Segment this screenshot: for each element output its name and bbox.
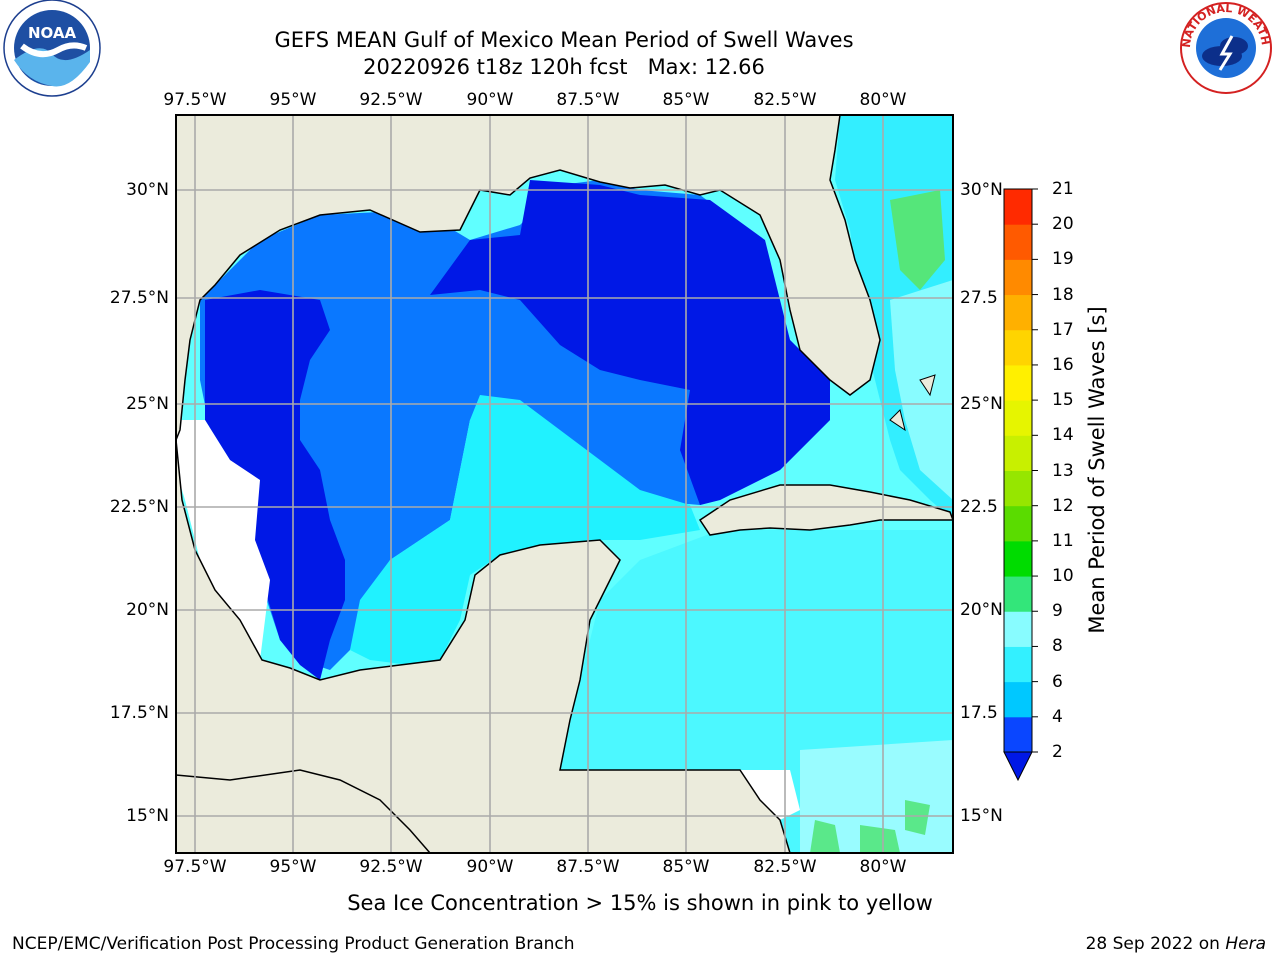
colorbar-swatch bbox=[1004, 681, 1032, 718]
map-frame bbox=[175, 114, 954, 854]
lat-label-right: 17.5 bbox=[960, 703, 998, 723]
colorbar-tick-label: 17 bbox=[1052, 319, 1074, 340]
map-subtitle: 20220926 t18z 120h fcst Max: 12.66 bbox=[0, 55, 1128, 79]
lat-label-left: 15°N bbox=[126, 806, 169, 826]
colorbar-swatch bbox=[1004, 470, 1032, 507]
colorbar-swatch bbox=[1004, 611, 1032, 647]
bay-of-campeche-swell bbox=[350, 395, 700, 665]
lat-label-right: 15°N bbox=[960, 806, 1003, 826]
lon-label-top: 80°W bbox=[859, 90, 907, 110]
colorbar-tick-label: 6 bbox=[1052, 671, 1063, 692]
caribbean-green-patches bbox=[810, 800, 930, 853]
colorbar-tick-label: 2 bbox=[1052, 742, 1063, 762]
colorbar-swatch bbox=[1004, 224, 1032, 260]
colorbar-tick-label: 11 bbox=[1052, 530, 1074, 551]
colorbar-tick-label: 10 bbox=[1052, 566, 1074, 587]
lat-label-right: 20°N bbox=[960, 600, 1003, 620]
atlantic-pale bbox=[890, 280, 953, 500]
land-cuba bbox=[698, 484, 953, 536]
colorbar-swatch bbox=[1004, 364, 1032, 401]
no-data-coastal-strip bbox=[176, 420, 270, 660]
lat-label-right: 30°N bbox=[960, 180, 1003, 200]
map-title: GEFS MEAN Gulf of Mexico Mean Period of … bbox=[274, 28, 854, 52]
lon-label-top: 90°W bbox=[466, 90, 514, 110]
lon-label-bottom: 87.5°W bbox=[556, 857, 620, 877]
lon-label-top: 82.5°W bbox=[753, 90, 817, 110]
lon-label-bottom: 95°W bbox=[269, 857, 317, 877]
colorbar-tick-label: 15 bbox=[1052, 390, 1074, 411]
lon-label-bottom: 97.5°W bbox=[163, 857, 227, 877]
lat-label-left: 25°N bbox=[126, 394, 169, 414]
credit-text: NCEP/EMC/Verification Post Processing Pr… bbox=[12, 934, 575, 954]
machine-name: Hera bbox=[1225, 934, 1266, 954]
colorbar-tick-label: 14 bbox=[1052, 425, 1074, 446]
colorbar-swatch bbox=[1004, 259, 1032, 296]
lon-label-top: 97.5°W bbox=[163, 90, 227, 110]
sea-ice-note: Sea Ice Concentration > 15% is shown in … bbox=[347, 891, 933, 915]
land-united-states bbox=[176, 115, 881, 441]
colorbar-under-extension bbox=[1003, 751, 1033, 782]
lat-label-left: 20°N bbox=[126, 600, 169, 620]
lon-label-bottom: 90°W bbox=[466, 857, 514, 877]
lat-label-left: 27.5°N bbox=[109, 288, 169, 308]
graticule bbox=[176, 115, 953, 853]
land-bahamas bbox=[889, 374, 936, 432]
lon-label-bottom: 80°W bbox=[859, 857, 907, 877]
lat-label-left: 22.5°N bbox=[109, 497, 169, 517]
colorbar-tick-label: 21 bbox=[1052, 179, 1074, 199]
colorbar-tick-label: 16 bbox=[1052, 354, 1074, 375]
lon-label-bottom: 82.5°W bbox=[753, 857, 817, 877]
lon-label-top: 87.5°W bbox=[556, 90, 620, 110]
lat-label-right: 22.5 bbox=[960, 497, 998, 517]
lon-label-top: 95°W bbox=[269, 90, 317, 110]
lon-label-bottom: 85°W bbox=[662, 857, 710, 877]
lat-label-right: 25°N bbox=[960, 394, 1003, 414]
colorbar-tick-label: 9 bbox=[1052, 601, 1063, 622]
colorbar-swatch bbox=[1004, 646, 1032, 683]
colorbar-tick-label: 18 bbox=[1052, 284, 1074, 305]
colorbar-tick-label: 8 bbox=[1052, 636, 1063, 657]
lat-label-right: 27.5 bbox=[960, 288, 998, 308]
colorbar-swatch bbox=[1004, 400, 1032, 436]
date-text: 28 Sep 2022 on bbox=[1085, 934, 1220, 954]
colorbar-swatch bbox=[1004, 576, 1032, 612]
colorbar-swatch bbox=[1004, 435, 1032, 471]
colorbar-swatch bbox=[1004, 329, 1032, 366]
lon-label-bottom: 92.5°W bbox=[359, 857, 423, 877]
colorbar-label: Mean Period of Swell Waves [s] bbox=[1085, 306, 1109, 634]
map-panel bbox=[176, 115, 953, 853]
forecast-run: 20220926 t18z 120h fcst bbox=[363, 55, 628, 79]
colorbar bbox=[1003, 188, 1038, 782]
lat-label-left: 30°N bbox=[126, 180, 169, 200]
date-stamp: 28 Sep 2022 on Hera bbox=[1086, 934, 1266, 954]
colorbar-tick-label: 12 bbox=[1052, 495, 1074, 516]
west-gulf-low-period bbox=[205, 290, 345, 680]
land-mexico-central-america bbox=[176, 439, 791, 853]
colorbar-swatch bbox=[1004, 189, 1032, 225]
colorbar-swatch bbox=[1004, 540, 1032, 577]
colorbar-swatch bbox=[1004, 294, 1032, 331]
colorbar-tick-label: 20 bbox=[1052, 214, 1074, 235]
atlantic-green-patch bbox=[890, 190, 945, 290]
colorbar-tick-label: 19 bbox=[1052, 249, 1074, 270]
lon-label-top: 85°W bbox=[662, 90, 710, 110]
max-value: Max: 12.66 bbox=[647, 55, 765, 79]
colorbar-swatch bbox=[1004, 505, 1032, 542]
colorbar-tick-label: 4 bbox=[1052, 706, 1063, 727]
colorbar-swatch bbox=[1004, 716, 1032, 753]
northeast-gulf-low-period bbox=[430, 180, 830, 505]
lat-label-left: 17.5°N bbox=[109, 703, 169, 723]
lon-label-top: 92.5°W bbox=[359, 90, 423, 110]
colorbar-tick-label: 13 bbox=[1052, 460, 1074, 481]
